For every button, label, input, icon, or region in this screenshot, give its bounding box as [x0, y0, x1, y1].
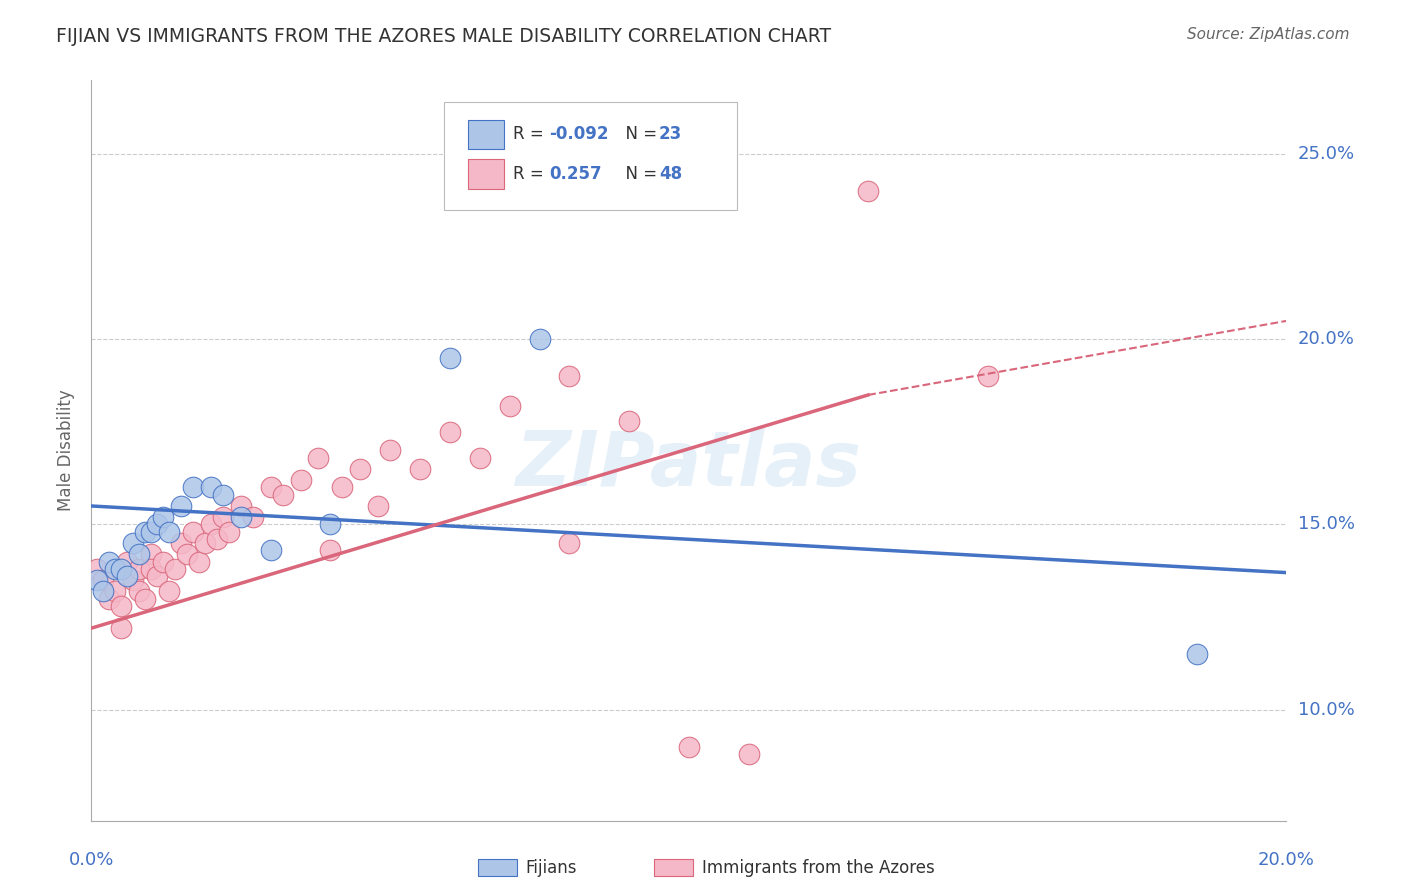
Point [194, 536, 217, 550]
Point [499, 399, 522, 413]
Point [104, 562, 127, 576]
Text: Immigrants from the Azores: Immigrants from the Azores [702, 859, 935, 877]
Point [1185, 647, 1208, 661]
Point [141, 547, 163, 561]
Point [307, 450, 329, 465]
Point [93, 584, 115, 599]
Point [98, 554, 121, 569]
Point [200, 481, 222, 495]
Point [110, 621, 132, 635]
Text: R =: R = [513, 165, 550, 183]
Text: 25.0%: 25.0% [1298, 145, 1355, 163]
Text: N =: N = [614, 125, 662, 143]
Point [115, 569, 138, 583]
Text: Fijians: Fijians [526, 859, 578, 877]
Text: 10.0%: 10.0% [1298, 700, 1354, 719]
Text: N =: N = [614, 165, 662, 183]
Point [170, 499, 193, 513]
Point [737, 747, 759, 761]
Point [98, 591, 121, 606]
Point [367, 499, 389, 513]
Point [242, 510, 264, 524]
Point [290, 473, 312, 487]
Text: R =: R = [513, 125, 550, 143]
Point [218, 524, 240, 539]
Point [128, 584, 150, 599]
Point [110, 599, 132, 613]
FancyBboxPatch shape [468, 160, 503, 189]
Text: Source: ZipAtlas.com: Source: ZipAtlas.com [1187, 27, 1350, 42]
Point [211, 510, 233, 524]
Point [110, 562, 132, 576]
Point [122, 536, 145, 550]
Point [558, 536, 581, 550]
Point [409, 462, 432, 476]
Point [319, 517, 342, 532]
Point [439, 351, 461, 365]
Point [128, 562, 150, 576]
FancyBboxPatch shape [444, 103, 737, 210]
Point [128, 547, 150, 561]
Point [176, 547, 198, 561]
Point [229, 510, 252, 524]
Point [152, 510, 174, 524]
Point [157, 524, 180, 539]
Text: -0.092: -0.092 [550, 125, 609, 143]
Text: FIJIAN VS IMMIGRANTS FROM THE AZORES MALE DISABILITY CORRELATION CHART: FIJIAN VS IMMIGRANTS FROM THE AZORES MAL… [56, 27, 831, 45]
Point [163, 562, 186, 576]
Point [332, 481, 354, 495]
Point [170, 536, 193, 550]
Text: ZIPatlas: ZIPatlas [516, 428, 862, 502]
Point [976, 369, 998, 384]
Point [86, 562, 108, 576]
FancyBboxPatch shape [468, 120, 503, 149]
Point [104, 584, 127, 599]
Text: 0.257: 0.257 [550, 165, 602, 183]
Point [380, 443, 402, 458]
Point [188, 554, 211, 569]
Point [86, 573, 108, 587]
Point [529, 332, 551, 346]
Point [141, 524, 163, 539]
Point [141, 562, 163, 576]
Point [619, 414, 641, 428]
Point [115, 554, 138, 569]
Point [259, 543, 281, 558]
Point [229, 499, 252, 513]
Point [200, 517, 222, 532]
Point [271, 488, 294, 502]
Point [205, 533, 228, 547]
Point [558, 369, 581, 384]
Point [259, 481, 281, 495]
Point [181, 524, 204, 539]
Point [134, 591, 156, 606]
Text: 20.0%: 20.0% [1298, 330, 1354, 349]
Point [439, 425, 461, 439]
Text: 0.0%: 0.0% [69, 851, 114, 869]
Text: 15.0%: 15.0% [1298, 516, 1354, 533]
Point [93, 573, 115, 587]
Point [146, 569, 169, 583]
Text: 23: 23 [659, 125, 682, 143]
Point [122, 573, 145, 587]
Point [134, 524, 156, 539]
Text: 48: 48 [659, 165, 682, 183]
Point [858, 185, 880, 199]
Point [157, 584, 180, 599]
Point [678, 739, 700, 754]
Point [181, 481, 204, 495]
Point [319, 543, 342, 558]
Point [349, 462, 371, 476]
Text: 20.0%: 20.0% [1258, 851, 1315, 869]
Point [146, 517, 169, 532]
Y-axis label: Male Disability: Male Disability [58, 390, 76, 511]
Point [152, 554, 174, 569]
Point [211, 488, 233, 502]
Point [468, 450, 491, 465]
